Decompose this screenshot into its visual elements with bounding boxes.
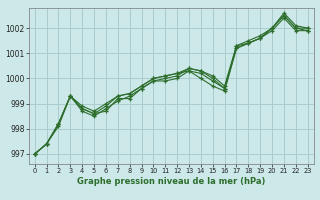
X-axis label: Graphe pression niveau de la mer (hPa): Graphe pression niveau de la mer (hPa) xyxy=(77,177,265,186)
